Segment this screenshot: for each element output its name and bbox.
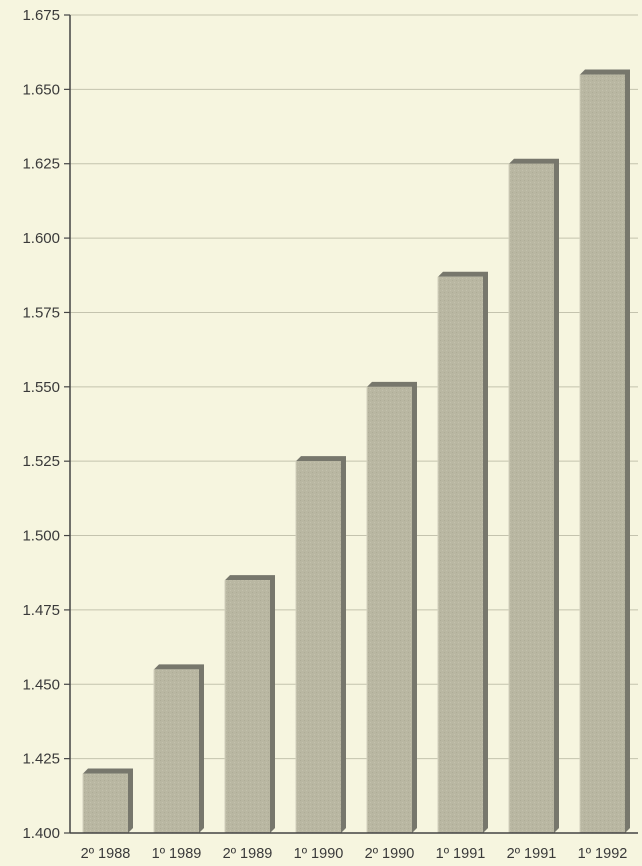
y-tick-label: 1.475 xyxy=(22,602,60,619)
y-tick-label: 1.675 xyxy=(22,7,60,24)
y-tick-label: 1.575 xyxy=(22,304,60,321)
x-tick-label: 2º 1988 xyxy=(81,846,131,862)
bar-face xyxy=(367,386,412,833)
x-tick-label: 2º 1991 xyxy=(507,846,557,862)
bar xyxy=(153,664,204,833)
x-tick-label: 2º 1990 xyxy=(365,846,415,862)
bar-face xyxy=(225,580,270,833)
x-tick-labels: 2º 1988 1º 1989 2º 1989 1º 1990 2º 1990 1º 19… xyxy=(81,846,628,862)
bar xyxy=(295,456,346,833)
y-tick-label: 1.425 xyxy=(22,751,60,768)
bar-face xyxy=(509,163,554,833)
x-tick-label: 1º 1990 xyxy=(294,846,344,862)
bar-face xyxy=(83,773,128,833)
y-tick-label: 1.625 xyxy=(22,156,60,173)
y-tick-label: 1.450 xyxy=(22,676,60,693)
x-tick-label: 1º 1991 xyxy=(436,846,486,862)
bar xyxy=(508,158,559,833)
x-tick-label: 2º 1989 xyxy=(223,846,273,862)
bar xyxy=(82,768,133,833)
bar-face xyxy=(438,276,483,833)
bar xyxy=(579,69,630,833)
y-tick-label: 1.400 xyxy=(22,825,60,842)
y-tick-label: 1.650 xyxy=(22,81,60,98)
axes xyxy=(64,14,638,834)
bar xyxy=(366,381,417,833)
bar-face xyxy=(296,461,341,833)
y-tick-labels: 1.400 1.425 1.450 1.475 1.500 1.525 1.550 1.575… xyxy=(22,7,60,842)
y-tick-label: 1.525 xyxy=(22,453,60,470)
x-tick-label: 1º 1989 xyxy=(152,846,202,862)
gridlines xyxy=(70,14,638,760)
x-tick-label: 1º 1992 xyxy=(578,846,628,862)
y-tick-label: 1.500 xyxy=(22,528,60,545)
bars xyxy=(82,69,630,833)
bar xyxy=(224,575,275,833)
y-tick-label: 1.600 xyxy=(22,230,60,247)
bar-face xyxy=(580,74,625,833)
bar xyxy=(437,271,488,833)
y-tick-label: 1.550 xyxy=(22,379,60,396)
bar-face xyxy=(154,669,199,833)
